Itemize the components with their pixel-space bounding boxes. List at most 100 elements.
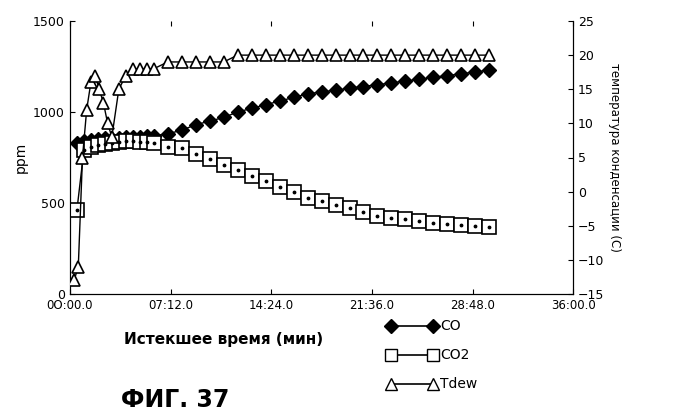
CO: [87, 138, 95, 143]
CO: [457, 71, 466, 76]
Tdew: [70, 278, 78, 283]
Tdew: [82, 107, 91, 112]
CO: [289, 95, 298, 100]
CO: [345, 86, 354, 91]
Text: ФИГ. 37: ФИГ. 37: [120, 388, 229, 412]
Tdew: [303, 52, 312, 58]
Tdew: [103, 121, 112, 126]
CO: [122, 135, 130, 140]
Line: CO: CO: [72, 65, 494, 148]
Tdew: [143, 66, 151, 71]
CO2: [401, 217, 410, 222]
Tdew: [91, 73, 99, 78]
CO2: [101, 141, 109, 146]
Tdew: [129, 66, 137, 71]
Tdew: [387, 52, 396, 58]
CO2: [275, 184, 284, 189]
Tdew: [192, 59, 200, 64]
CO2: [233, 168, 242, 173]
CO: [331, 88, 340, 93]
CO2: [331, 202, 340, 207]
CO: [73, 140, 81, 145]
CO: [275, 99, 284, 104]
CO2: [80, 148, 88, 153]
Tdew: [150, 66, 158, 71]
Text: CO2: CO2: [440, 348, 470, 362]
Line: Tdew: Tdew: [68, 49, 496, 286]
CO: [387, 80, 396, 85]
CO: [373, 82, 382, 87]
CO2: [87, 144, 95, 149]
Tdew: [164, 59, 172, 64]
Text: Истекшее время (мин): Истекшее время (мин): [124, 332, 323, 347]
Tdew: [74, 264, 82, 269]
CO2: [387, 215, 396, 220]
CO2: [289, 189, 298, 194]
CO2: [219, 162, 228, 167]
CO: [261, 102, 270, 107]
Tdew: [275, 52, 284, 58]
Tdew: [87, 80, 95, 85]
CO2: [359, 210, 368, 215]
Tdew: [233, 52, 242, 58]
Y-axis label: температура конденсации (С): температура конденсации (С): [608, 63, 621, 252]
CO2: [471, 223, 480, 228]
CO: [136, 134, 144, 139]
Tdew: [206, 59, 214, 64]
CO: [108, 137, 116, 142]
CO2: [247, 173, 256, 178]
CO2: [317, 199, 326, 204]
Tdew: [373, 52, 382, 58]
Tdew: [415, 52, 424, 58]
CO2: [164, 144, 172, 149]
CO2: [303, 195, 312, 200]
CO: [303, 91, 312, 96]
CO: [485, 68, 493, 73]
CO: [317, 89, 326, 94]
CO: [192, 122, 200, 127]
CO: [443, 73, 452, 78]
Line: CO2: CO2: [70, 134, 496, 234]
Tdew: [178, 59, 186, 64]
CO2: [178, 146, 186, 151]
Tdew: [485, 52, 493, 58]
CO2: [345, 206, 354, 211]
Tdew: [95, 87, 103, 92]
CO2: [136, 139, 144, 144]
Tdew: [136, 66, 144, 71]
Text: CO: CO: [440, 318, 461, 333]
CO2: [143, 139, 151, 144]
CO: [129, 135, 137, 140]
Tdew: [429, 52, 438, 58]
Tdew: [401, 52, 410, 58]
CO2: [485, 224, 493, 229]
CO2: [94, 142, 102, 147]
CO: [206, 118, 214, 123]
Tdew: [471, 52, 480, 58]
Tdew: [359, 52, 368, 58]
Tdew: [289, 52, 298, 58]
CO2: [129, 139, 137, 144]
CO: [429, 75, 438, 80]
Tdew: [317, 52, 326, 58]
CO2: [108, 140, 116, 145]
Tdew: [345, 52, 354, 58]
Text: Tdew: Tdew: [440, 377, 477, 391]
CO: [143, 133, 151, 138]
CO2: [73, 208, 81, 213]
CO: [94, 137, 102, 142]
CO: [233, 110, 242, 115]
CO2: [443, 221, 452, 226]
Tdew: [219, 59, 228, 64]
CO: [359, 84, 368, 89]
Tdew: [122, 73, 130, 78]
CO2: [261, 178, 270, 184]
CO: [471, 69, 480, 74]
Tdew: [108, 134, 116, 139]
CO2: [457, 222, 466, 227]
Tdew: [115, 87, 123, 92]
Tdew: [457, 52, 466, 58]
CO2: [115, 139, 123, 144]
Tdew: [247, 52, 256, 58]
CO: [115, 136, 123, 141]
